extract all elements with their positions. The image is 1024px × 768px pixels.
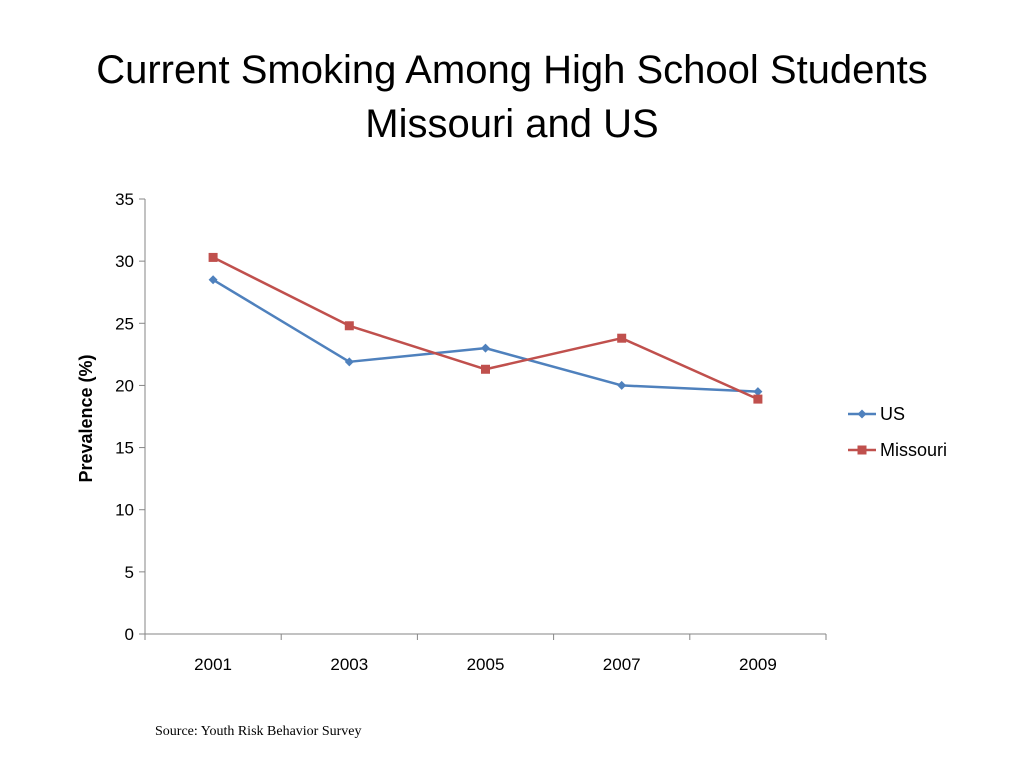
x-tick-label: 2003 (330, 655, 368, 674)
x-tick-label: 2007 (603, 655, 641, 674)
y-tick-label: 10 (115, 501, 134, 520)
source-note: Source: Youth Risk Behavior Survey (155, 724, 362, 739)
legend-marker-missouri (857, 445, 867, 455)
y-tick-label: 35 (115, 190, 134, 209)
x-tick-label: 2009 (739, 655, 777, 674)
y-tick-label: 25 (115, 314, 134, 333)
legend-label-us: US (880, 404, 905, 424)
y-tick-label: 15 (115, 439, 134, 458)
data-point-missouri (208, 252, 218, 262)
slide-title-line-1: Current Smoking Among High School Studen… (96, 48, 928, 92)
y-tick-label: 20 (115, 376, 134, 395)
y-axis-title: Prevalence (%) (76, 354, 96, 482)
data-point-us (344, 357, 354, 367)
series-line-us (212, 278, 758, 393)
y-tick-label: 5 (125, 563, 134, 582)
legend-marker-us (857, 409, 867, 419)
x-tick-label: 2005 (467, 655, 505, 674)
y-tick-label: 0 (125, 625, 134, 644)
data-point-us (753, 387, 763, 397)
data-point-missouri (344, 321, 354, 331)
x-tick-label: 2001 (194, 655, 232, 674)
data-point-missouri (481, 364, 490, 374)
data-point-us (481, 343, 490, 353)
data-point-missouri (617, 333, 627, 343)
y-tick-label: 30 (115, 252, 134, 271)
data-point-us (208, 275, 218, 285)
slide-title-line-2: Missouri and US (365, 102, 659, 146)
data-point-us (617, 380, 627, 390)
data-point-missouri (753, 394, 763, 404)
legend-label-missouri: Missouri (880, 440, 947, 460)
